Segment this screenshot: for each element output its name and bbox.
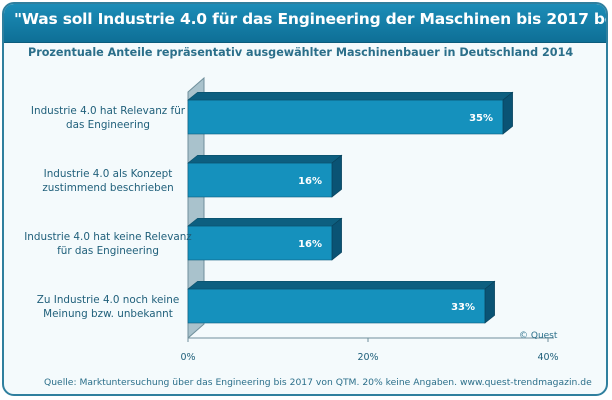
category-label-3-line-2: für das Engineering xyxy=(57,245,159,257)
chart-frame: "Was soll Industrie 4.0 für das Engineer… xyxy=(2,2,608,396)
category-label-1-line-2: das Engineering xyxy=(66,119,150,131)
bar-4-top xyxy=(187,280,496,290)
source-note: Quelle: Marktuntersuchung über das Engin… xyxy=(44,377,592,388)
bar-2-side xyxy=(331,154,342,198)
chart-title: "Was soll Industrie 4.0 für das Engineer… xyxy=(14,10,606,28)
x-tick-label-3: 40% xyxy=(537,352,558,363)
bar-1-value-label: 35% xyxy=(469,113,493,124)
bar-4-side xyxy=(484,280,495,324)
category-label-4-line-2: Meinung bzw. unbekannt xyxy=(43,308,173,320)
bar-2-value-label: 16% xyxy=(298,176,322,187)
category-label-2-line-1: Industrie 4.0 als Konzept xyxy=(44,168,173,180)
bar-3-value-label: 16% xyxy=(298,239,322,250)
chart-subtitle: Prozentuale Anteile repräsentativ ausgew… xyxy=(28,46,574,59)
bar-1-side xyxy=(502,91,513,135)
title-bar: "Was soll Industrie 4.0 für das Engineer… xyxy=(4,4,606,43)
copyright-note: © Quest xyxy=(519,331,558,341)
x-tick-label-1: 0% xyxy=(180,352,195,363)
bar-3-side xyxy=(331,217,342,261)
bar-4-value-label: 33% xyxy=(451,302,475,313)
x-tick-label-2: 20% xyxy=(357,352,378,363)
bar-3-top xyxy=(187,218,343,227)
category-label-1-line-1: Industrie 4.0 hat Relevanz für xyxy=(31,105,186,117)
bar-4-front xyxy=(187,288,486,324)
category-label-3-line-1: Industrie 4.0 hat keine Relevanz xyxy=(24,231,192,243)
category-label-2-line-2: zustimmend beschrieben xyxy=(42,182,173,194)
bar-1-front xyxy=(187,99,504,135)
category-label-4-line-1: Zu Industrie 4.0 noch keine xyxy=(37,294,179,306)
bar-2-top xyxy=(187,155,343,164)
bar-1-top xyxy=(187,92,514,101)
bar-2-front xyxy=(187,162,333,198)
